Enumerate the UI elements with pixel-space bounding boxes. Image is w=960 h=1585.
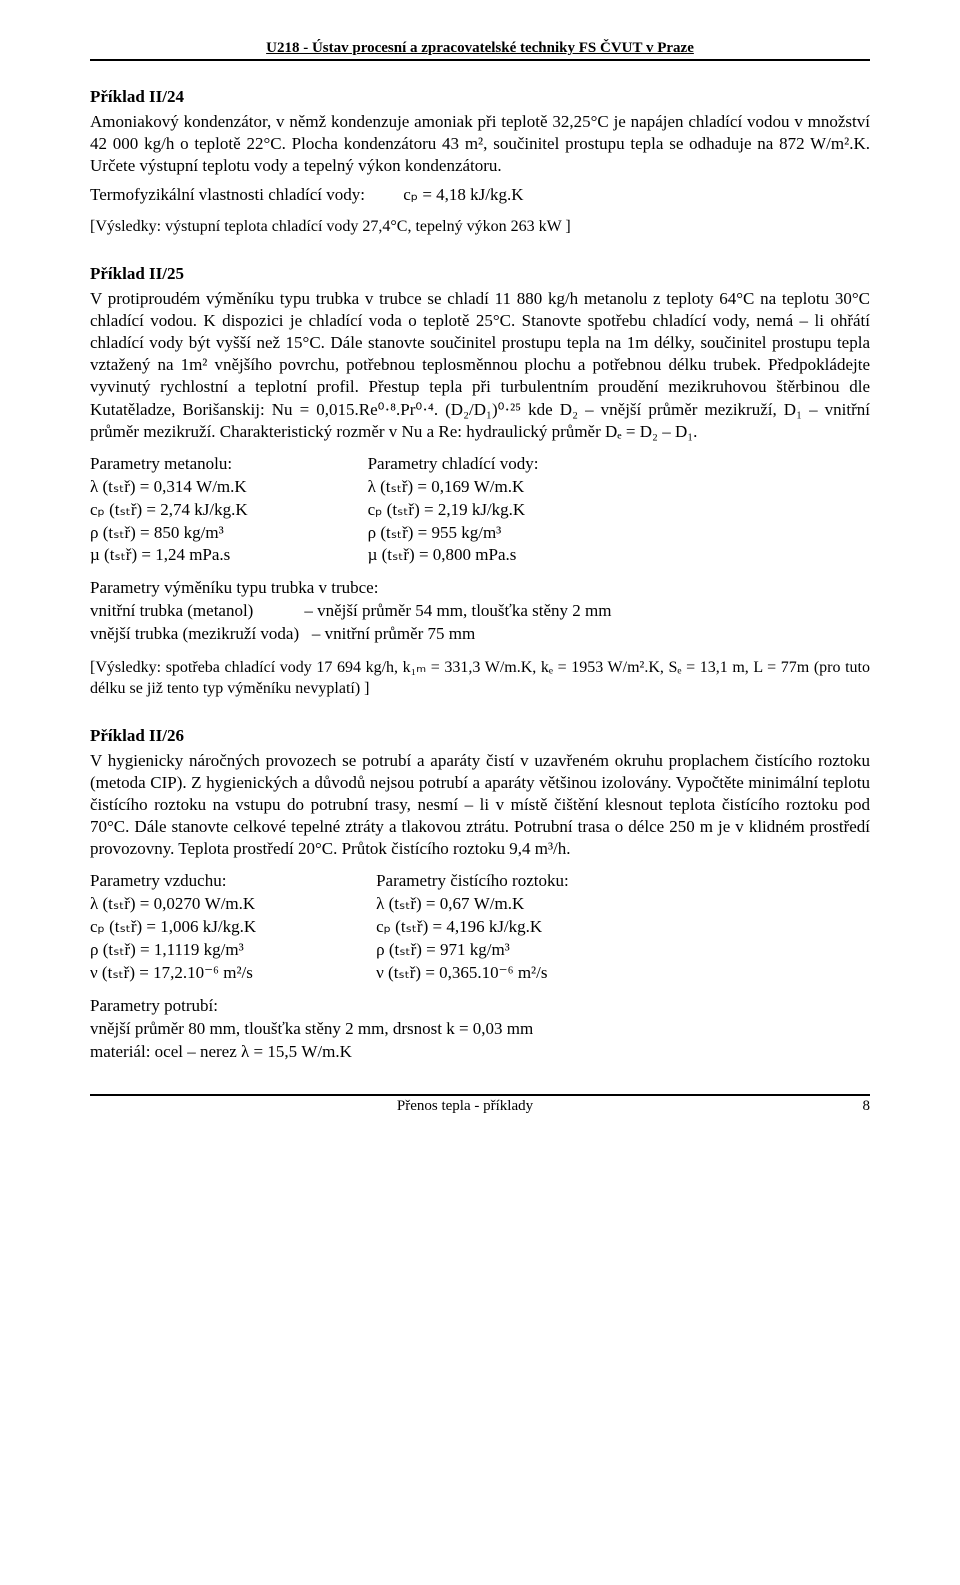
params-methanol-l4: µ (tₛₜř) = 1,24 mPa.s xyxy=(90,544,248,567)
footer-line: Přenos tepla - příklady 8 xyxy=(90,1098,870,1115)
params-air-title: Parametry vzduchu: xyxy=(90,870,256,893)
exchanger-l1: vnitřní trubka (metanol) – vnější průměr… xyxy=(90,600,870,623)
params-clean: Parametry čistícího roztoku: λ (tₛₜř) = … xyxy=(376,870,569,985)
params-clean-title: Parametry čistícího roztoku: xyxy=(376,870,569,893)
page: U218 - Ústav procesní a zpracovatelské t… xyxy=(0,0,960,1585)
params-water-l1: λ (tₛₜř) = 0,169 W/m.K xyxy=(368,476,539,499)
example-24-body: Amoniakový kondenzátor, v němž kondenzuj… xyxy=(90,111,870,177)
example-24-title: Příklad II/24 xyxy=(90,87,870,107)
example-25-title: Příklad II/25 xyxy=(90,264,870,284)
example-25-results: [Výsledky: spotřeba chladící vody 17 694… xyxy=(90,658,870,700)
page-header: U218 - Ústav procesní a zpracovatelské t… xyxy=(90,40,870,57)
params-air-l4: ν (tₛₜř) = 17,2.10⁻⁶ m²/s xyxy=(90,962,256,985)
params-methanol-title: Parametry metanolu: xyxy=(90,453,248,476)
pipe-params: Parametry potrubí: vnější průměr 80 mm, … xyxy=(90,995,870,1064)
params-air-l3: ρ (tₛₜř) = 1,1119 kg/m³ xyxy=(90,939,256,962)
pipe-l2: materiál: ocel – nerez λ = 15,5 W/m.K xyxy=(90,1041,870,1064)
example-24-therm: Termofyzikální vlastnosti chladící vody:… xyxy=(90,185,870,205)
page-number: 8 xyxy=(840,1098,870,1115)
params-air-l2: cₚ (tₛₜř) = 1,006 kJ/kg.K xyxy=(90,916,256,939)
example-26-title: Příklad II/26 xyxy=(90,726,870,746)
params-water-l2: cₚ (tₛₜř) = 2,19 kJ/kg.K xyxy=(368,499,539,522)
params-clean-l3: ρ (tₛₜř) = 971 kg/m³ xyxy=(376,939,569,962)
therm-value: cₚ = 4,18 kJ/kg.K xyxy=(403,185,523,204)
params-methanol-l3: ρ (tₛₜř) = 850 kg/m³ xyxy=(90,522,248,545)
params-clean-l2: cₚ (tₛₜř) = 4,196 kJ/kg.K xyxy=(376,916,569,939)
params-clean-l4: ν (tₛₜř) = 0,365.10⁻⁶ m²/s xyxy=(376,962,569,985)
therm-label: Termofyzikální vlastnosti chladící vody: xyxy=(90,185,365,204)
example-25-params: Parametry metanolu: λ (tₛₜř) = 0,314 W/m… xyxy=(90,453,870,568)
example-26-body: V hygienicky náročných provozech se potr… xyxy=(90,750,870,860)
pipe-title: Parametry potrubí: xyxy=(90,995,870,1018)
params-methanol-l1: λ (tₛₜř) = 0,314 W/m.K xyxy=(90,476,248,499)
example-25-body: V protiproudém výměníku typu trubka v tr… xyxy=(90,288,870,443)
params-air: Parametry vzduchu: λ (tₛₜř) = 0,0270 W/m… xyxy=(90,870,256,985)
exchanger-l2: vnější trubka (mezikruží voda) – vnitřní… xyxy=(90,623,870,646)
params-water-title: Parametry chladící vody: xyxy=(368,453,539,476)
params-water: Parametry chladící vody: λ (tₛₜř) = 0,16… xyxy=(368,453,539,568)
exchanger-title: Parametry výměníku typu trubka v trubce: xyxy=(90,577,870,600)
example-26-params: Parametry vzduchu: λ (tₛₜř) = 0,0270 W/m… xyxy=(90,870,870,985)
params-air-l1: λ (tₛₜř) = 0,0270 W/m.K xyxy=(90,893,256,916)
params-clean-l1: λ (tₛₜř) = 0,67 W/m.K xyxy=(376,893,569,916)
exchanger-params: Parametry výměníku typu trubka v trubce:… xyxy=(90,577,870,646)
params-methanol: Parametry metanolu: λ (tₛₜř) = 0,314 W/m… xyxy=(90,453,248,568)
footer-rule xyxy=(90,1094,870,1096)
example-24-results: [Výsledky: výstupní teplota chladící vod… xyxy=(90,217,870,238)
header-rule xyxy=(90,59,870,61)
footer: Přenos tepla - příklady 8 xyxy=(90,1094,870,1115)
pipe-l1: vnější průměr 80 mm, tloušťka stěny 2 mm… xyxy=(90,1018,870,1041)
params-methanol-l2: cₚ (tₛₜř) = 2,74 kJ/kg.K xyxy=(90,499,248,522)
params-water-l3: ρ (tₛₜř) = 955 kg/m³ xyxy=(368,522,539,545)
footer-center: Přenos tepla - příklady xyxy=(90,1098,840,1115)
params-water-l4: µ (tₛₜř) = 0,800 mPa.s xyxy=(368,544,539,567)
